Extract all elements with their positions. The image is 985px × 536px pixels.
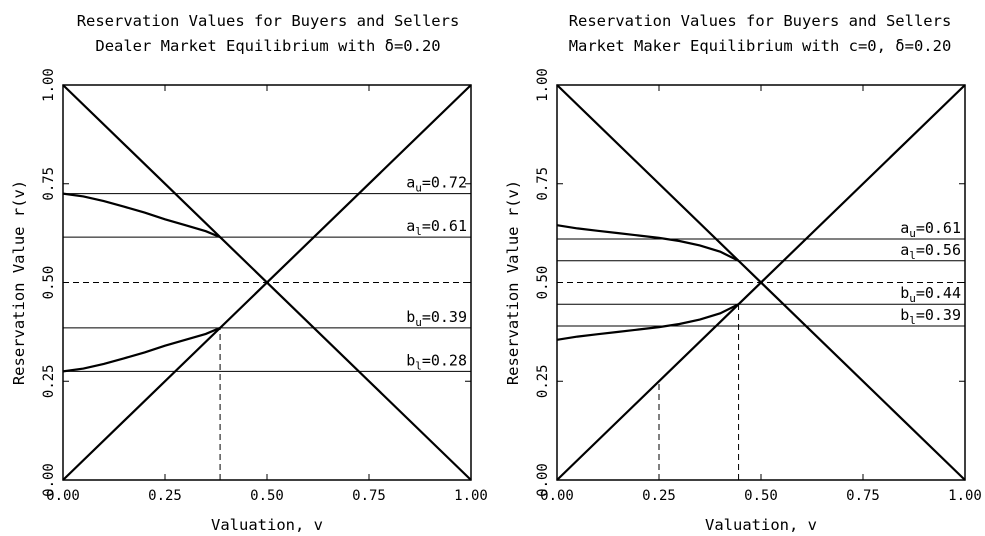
level-label-bu: bu=0.44 [900, 284, 961, 305]
seller-reservation-curve [556, 224, 740, 262]
level-label-bu: bu=0.39 [406, 308, 467, 329]
y-tick-label: 0.75 [535, 167, 551, 201]
level-label-au: au=0.72 [406, 174, 467, 195]
y-tick-label: 0.00 [41, 463, 57, 497]
chart-panel-2: Reservation Values for Buyers and Seller… [504, 12, 982, 534]
y-tick-label: 1.00 [535, 68, 551, 102]
level-label-bl: bl=0.39 [900, 306, 961, 327]
level-label-al: al=0.61 [406, 217, 467, 238]
x-tick-label: 0.50 [744, 488, 778, 504]
x-axis-label: Valuation, v [705, 516, 817, 534]
x-tick-label: 0.00 [540, 488, 574, 504]
level-label-bl: bl=0.28 [406, 351, 467, 372]
y-tick-label: 0.25 [535, 364, 551, 398]
x-tick-label: 0.50 [250, 488, 284, 504]
y-tick-label: 1.00 [41, 68, 57, 102]
chart-title-line1: Reservation Values for Buyers and Seller… [569, 12, 952, 30]
chart-title-line1: Reservation Values for Buyers and Seller… [77, 12, 460, 30]
buyer-reservation-curve [62, 326, 221, 373]
y-tick-label: 0.75 [41, 167, 57, 201]
x-tick-label: 0.00 [46, 488, 80, 504]
chart-title-line2: Dealer Market Equilibrium with δ=0.20 [95, 37, 440, 55]
seller-reservation-curve [62, 192, 221, 239]
y-tick-label: 0.25 [41, 364, 57, 398]
x-axis-label: Valuation, v [211, 516, 323, 534]
buyer-reservation-curve [556, 303, 740, 341]
y-tick-label: 0.00 [535, 463, 551, 497]
level-label-al: al=0.56 [900, 241, 961, 262]
x-tick-label: 0.75 [846, 488, 880, 504]
x-tick-label: 0.25 [148, 488, 182, 504]
x-tick-label: 0.25 [642, 488, 676, 504]
y-axis-label: Reservation Value r(v) [10, 180, 28, 385]
x-tick-label: 1.00 [454, 488, 488, 504]
y-axis-label: Reservation Value r(v) [504, 180, 522, 385]
x-tick-label: 0.75 [352, 488, 386, 504]
chart-panel-1: Reservation Values for Buyers and Seller… [10, 12, 488, 534]
y-tick-label: 0.50 [535, 266, 551, 300]
chart-title-line2: Market Maker Equilibrium with c=0, δ=0.2… [569, 37, 952, 55]
x-tick-label: 1.00 [948, 488, 982, 504]
level-label-au: au=0.61 [900, 219, 961, 240]
y-tick-label: 0.50 [41, 266, 57, 300]
